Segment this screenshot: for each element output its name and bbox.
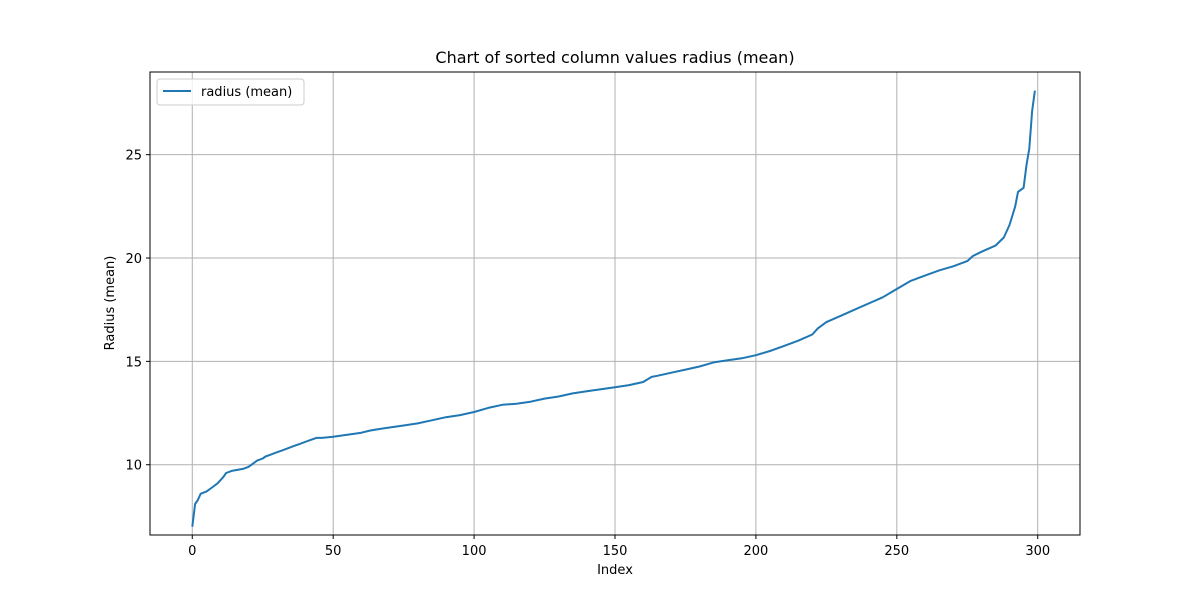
x-tick-label: 0: [188, 544, 196, 559]
x-tick-label: 100: [462, 544, 487, 559]
legend-box: [156, 78, 305, 106]
x-tick-label: 50: [325, 544, 342, 559]
x-tick-label: 250: [884, 544, 909, 559]
ticks-layer: 0 50 100 150 200 250 300 10 25 20 15: [125, 149, 1050, 559]
y-tick-label: 15: [125, 355, 142, 370]
chart-title: Chart of sorted column values radius (me…: [435, 48, 794, 67]
series-layer: [191, 90, 1036, 527]
y-tick-label: 25: [125, 149, 142, 164]
y-tick-label: 10: [125, 459, 142, 474]
legend-label: radius (mean): [201, 85, 292, 100]
y-axis-title: Radius (mean): [103, 256, 118, 351]
grid-layer: [150, 72, 1080, 535]
x-axis-title: Index: [597, 563, 633, 578]
x-tick-label: 200: [743, 544, 768, 559]
y-tick-label: 20: [125, 252, 142, 267]
x-tick-label: 300: [1025, 544, 1050, 559]
series-line: [191, 90, 1036, 527]
x-tick-label: 150: [603, 544, 628, 559]
legend: radius (mean): [156, 78, 305, 106]
